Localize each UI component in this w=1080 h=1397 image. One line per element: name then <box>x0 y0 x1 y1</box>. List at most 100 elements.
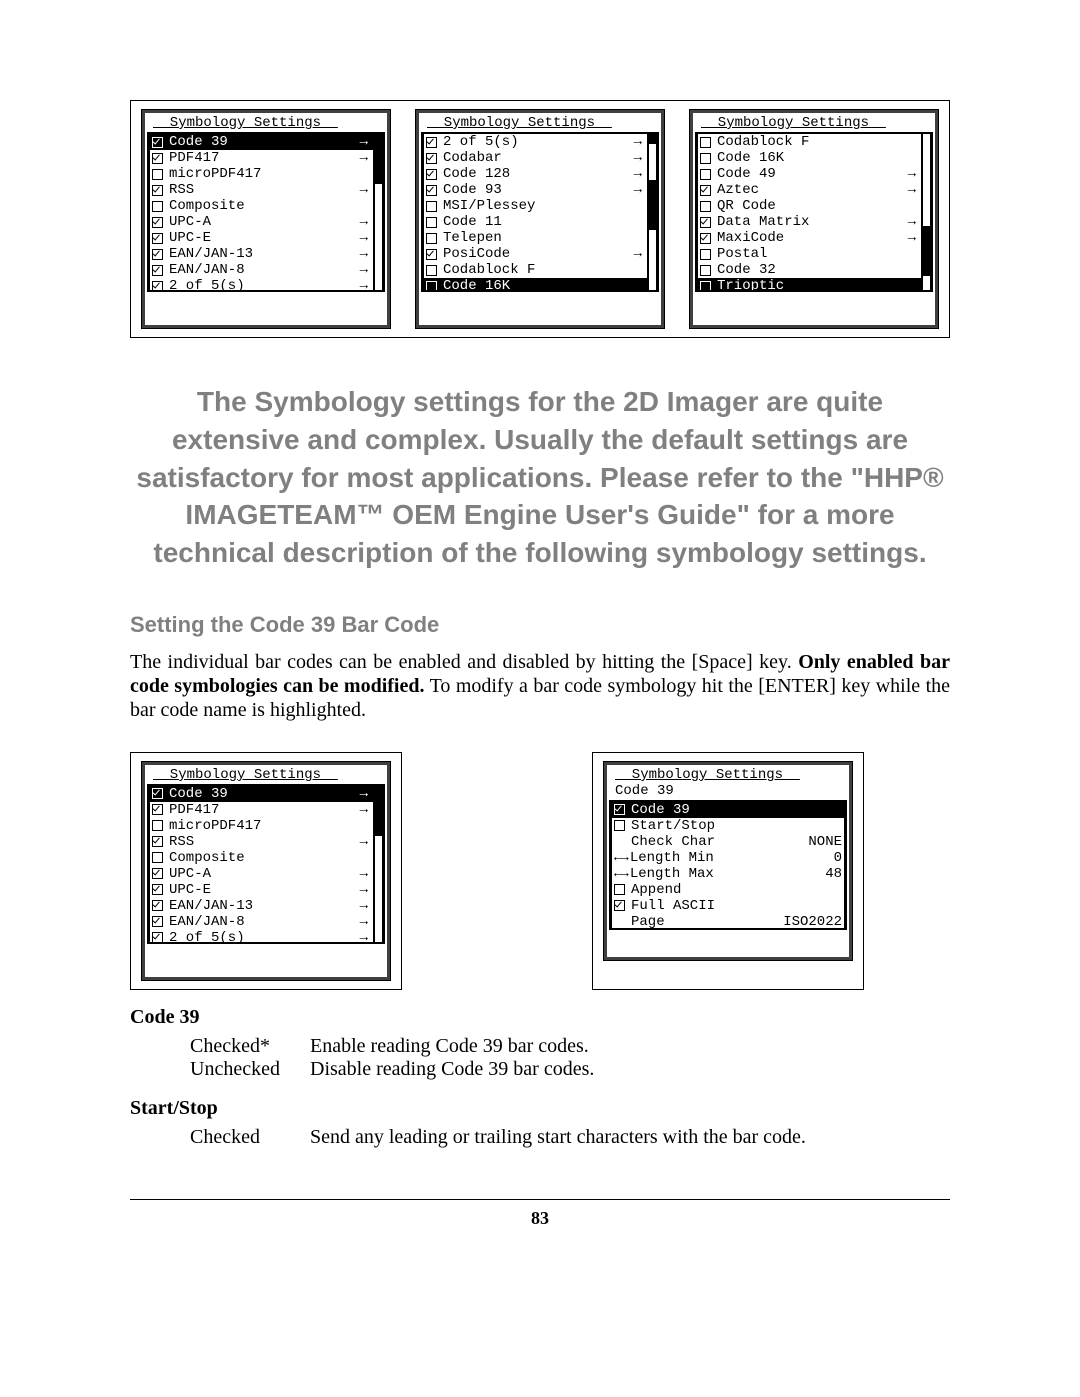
slider-icon[interactable]: ←→ <box>614 866 627 882</box>
checkbox-icon[interactable] <box>152 169 163 180</box>
checkbox-icon[interactable] <box>152 185 163 196</box>
scrollbar-thumb[interactable] <box>923 226 930 276</box>
list-item[interactable]: microPDF417 <box>150 166 373 182</box>
list-item[interactable]: PosiCode→ <box>424 246 647 262</box>
scrollbar[interactable] <box>373 134 382 290</box>
list-item[interactable]: QR Code <box>698 198 921 214</box>
list-item[interactable]: Composite <box>150 850 373 866</box>
checkbox-icon[interactable] <box>614 804 625 815</box>
list-item[interactable]: UPC-A→ <box>150 214 373 230</box>
checkbox-icon[interactable] <box>426 265 437 276</box>
checkbox-icon[interactable] <box>152 233 163 244</box>
list-item[interactable]: Code 39 <box>612 802 844 818</box>
list-item[interactable]: Trioptic <box>698 278 921 290</box>
checkbox-icon[interactable] <box>152 249 163 260</box>
checkbox-icon[interactable] <box>152 137 163 148</box>
checkbox-icon[interactable] <box>152 836 163 847</box>
list-item[interactable]: Telepen <box>424 230 647 246</box>
checkbox-icon[interactable] <box>152 852 163 863</box>
checkbox-icon[interactable] <box>426 137 437 148</box>
scrollbar[interactable] <box>921 134 930 290</box>
list-item[interactable]: Data Matrix→ <box>698 214 921 230</box>
list-item[interactable]: EAN/JAN-8→ <box>150 914 373 930</box>
list-item[interactable]: Code 93→ <box>424 182 647 198</box>
list-item[interactable]: Check CharNONE <box>612 834 844 850</box>
list-item[interactable]: ←→Length Min0 <box>612 850 844 866</box>
scrollbar[interactable] <box>647 134 656 290</box>
scrollbar[interactable] <box>373 786 382 942</box>
list-item[interactable]: PageISO2022 <box>612 914 844 928</box>
checkbox-icon[interactable] <box>426 217 437 228</box>
checkbox-icon[interactable] <box>152 265 163 276</box>
checkbox-icon[interactable] <box>700 185 711 196</box>
list-item[interactable]: UPC-E→ <box>150 230 373 246</box>
scrollbar-thumb[interactable] <box>649 180 656 230</box>
list-item[interactable]: EAN/JAN-8→ <box>150 262 373 278</box>
checkbox-icon[interactable] <box>152 153 163 164</box>
slider-icon[interactable]: ←→ <box>614 850 627 866</box>
checkbox-icon[interactable] <box>152 201 163 212</box>
list-item[interactable]: ←→Length Max48 <box>612 866 844 882</box>
checkbox-icon[interactable] <box>700 169 711 180</box>
list-item[interactable]: PDF417→ <box>150 802 373 818</box>
scrollbar-thumb[interactable] <box>375 134 382 184</box>
checkbox-icon[interactable] <box>152 788 163 799</box>
checkbox-icon[interactable] <box>152 868 163 879</box>
list-item[interactable]: PDF417→ <box>150 150 373 166</box>
checkbox-icon[interactable] <box>152 900 163 911</box>
list-item[interactable]: microPDF417 <box>150 818 373 834</box>
list-item[interactable]: Code 32 <box>698 262 921 278</box>
scrollbar-thumb[interactable] <box>375 786 382 836</box>
checkbox-icon[interactable] <box>426 153 437 164</box>
list-item[interactable]: Append <box>612 882 844 898</box>
checkbox-icon[interactable] <box>700 281 711 291</box>
checkbox-icon[interactable] <box>152 932 163 942</box>
list-item[interactable]: Code 16K <box>698 150 921 166</box>
checkbox-icon[interactable] <box>614 820 625 831</box>
list-item[interactable]: Full ASCII <box>612 898 844 914</box>
list-item[interactable]: 2 of 5(s)→ <box>424 134 647 150</box>
list-item[interactable]: Codabar→ <box>424 150 647 166</box>
list-item[interactable]: Code 11 <box>424 214 647 230</box>
list-item[interactable]: Postal <box>698 246 921 262</box>
checkbox-icon[interactable] <box>700 153 711 164</box>
list-item[interactable]: Code 39→ <box>150 786 373 802</box>
list-item[interactable]: EAN/JAN-13→ <box>150 898 373 914</box>
checkbox-icon[interactable] <box>152 820 163 831</box>
scroll-up-icon[interactable] <box>649 134 656 144</box>
checkbox-icon[interactable] <box>426 185 437 196</box>
list-item[interactable]: UPC-A→ <box>150 866 373 882</box>
checkbox-icon[interactable] <box>614 884 625 895</box>
list-item[interactable]: RSS→ <box>150 834 373 850</box>
checkbox-icon[interactable] <box>700 137 711 148</box>
checkbox-icon[interactable] <box>700 265 711 276</box>
list-item[interactable]: UPC-E→ <box>150 882 373 898</box>
checkbox-icon[interactable] <box>700 233 711 244</box>
list-item[interactable]: 2 of 5(s)→ <box>150 930 373 942</box>
checkbox-icon[interactable] <box>152 884 163 895</box>
checkbox-icon[interactable] <box>426 201 437 212</box>
list-item[interactable]: Code 49→ <box>698 166 921 182</box>
list-item[interactable]: RSS→ <box>150 182 373 198</box>
checkbox-icon[interactable] <box>614 900 625 911</box>
list-item[interactable]: 2 of 5(s)→ <box>150 278 373 290</box>
list-item[interactable]: Start/Stop <box>612 818 844 834</box>
checkbox-icon[interactable] <box>426 169 437 180</box>
checkbox-icon[interactable] <box>152 916 163 927</box>
checkbox-icon[interactable] <box>426 249 437 260</box>
checkbox-icon[interactable] <box>152 804 163 815</box>
list-item[interactable]: EAN/JAN-13→ <box>150 246 373 262</box>
list-item[interactable]: Codablock F <box>424 262 647 278</box>
list-item[interactable]: MSI/Plessey <box>424 198 647 214</box>
list-item[interactable]: Composite <box>150 198 373 214</box>
list-item[interactable]: Codablock F <box>698 134 921 150</box>
checkbox-icon[interactable] <box>700 201 711 212</box>
list-item[interactable]: Code 39→ <box>150 134 373 150</box>
list-item[interactable]: Code 16K <box>424 278 647 290</box>
list-item[interactable]: Code 128→ <box>424 166 647 182</box>
checkbox-icon[interactable] <box>700 249 711 260</box>
checkbox-icon[interactable] <box>426 281 437 291</box>
checkbox-icon[interactable] <box>426 233 437 244</box>
checkbox-icon[interactable] <box>700 217 711 228</box>
checkbox-icon[interactable] <box>152 281 163 291</box>
